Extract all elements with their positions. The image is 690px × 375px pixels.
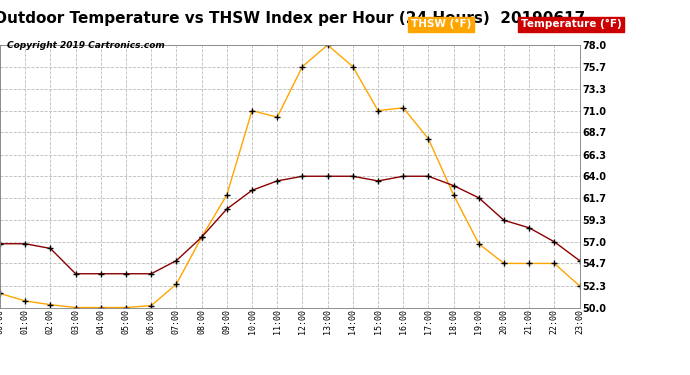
Text: Temperature (°F): Temperature (°F) <box>521 20 622 29</box>
Text: Copyright 2019 Cartronics.com: Copyright 2019 Cartronics.com <box>7 41 165 50</box>
Text: Outdoor Temperature vs THSW Index per Hour (24 Hours)  20190617: Outdoor Temperature vs THSW Index per Ho… <box>0 11 585 26</box>
Text: THSW (°F): THSW (°F) <box>411 20 471 29</box>
